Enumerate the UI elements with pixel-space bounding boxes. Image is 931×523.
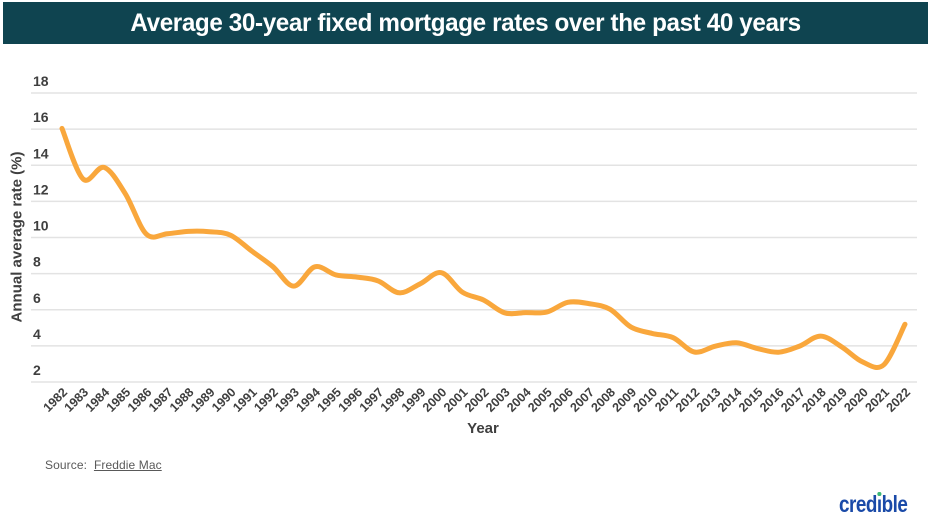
- y-tick-label: 10: [33, 218, 49, 234]
- y-tick-label: 18: [33, 73, 49, 89]
- rate-line: [59, 125, 908, 370]
- source-link[interactable]: Freddie Mac: [93, 458, 162, 472]
- logo-text-right: ble: [881, 491, 907, 517]
- x-axis-title: Year: [467, 420, 499, 437]
- mortgage-rate-line-chart: 1816141210864219821983198419851986198719…: [31, 73, 917, 437]
- source-label: Source:: [45, 458, 88, 472]
- logo-letter-i: ı: [876, 491, 882, 517]
- y-tick-label: 16: [33, 109, 49, 125]
- source-note: Source: Freddie Mac: [45, 458, 162, 472]
- y-tick-label: 8: [33, 254, 41, 270]
- y-tick-label: 12: [33, 181, 49, 197]
- chart-title: Average 30-year fixed mortgage rates ove…: [130, 8, 801, 37]
- y-tick-label: 14: [33, 145, 49, 161]
- logo-green-dot-icon: [876, 491, 881, 496]
- x-tick-label: 2022: [884, 385, 914, 415]
- y-tick-label: 6: [33, 290, 41, 306]
- logo-text-left: cred: [838, 491, 877, 517]
- y-tick-label: 2: [33, 362, 41, 378]
- chart-header: Average 30-year fixed mortgage rates ove…: [3, 2, 928, 44]
- y-tick-label: 4: [33, 326, 41, 342]
- credible-logo: credı ble: [838, 491, 908, 518]
